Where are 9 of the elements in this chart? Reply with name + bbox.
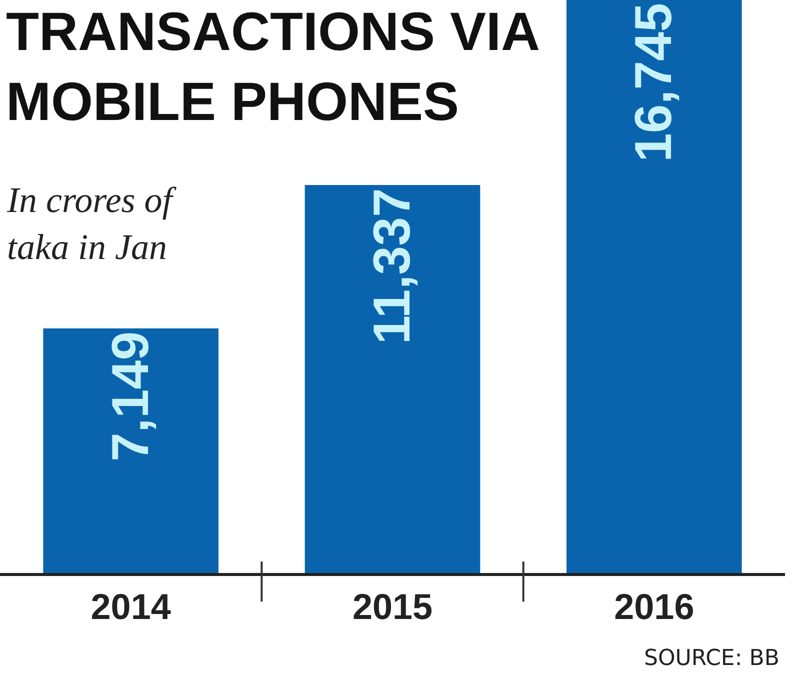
text: In crores of taka in Jan — [6, 180, 178, 267]
x-tick-label: 2015 — [352, 586, 433, 628]
data-label: 11,337 — [364, 188, 422, 344]
text: TRANSACTIONS VIA MOBILE PHONES — [6, 2, 540, 132]
x-tick-label: 2014 — [90, 586, 171, 628]
x-tick-label: 2016 — [614, 586, 694, 628]
data-label: 16,745 — [625, 3, 684, 162]
source-note: SOURCE: BB — [644, 646, 780, 671]
data-label: 7,149 — [102, 331, 160, 462]
